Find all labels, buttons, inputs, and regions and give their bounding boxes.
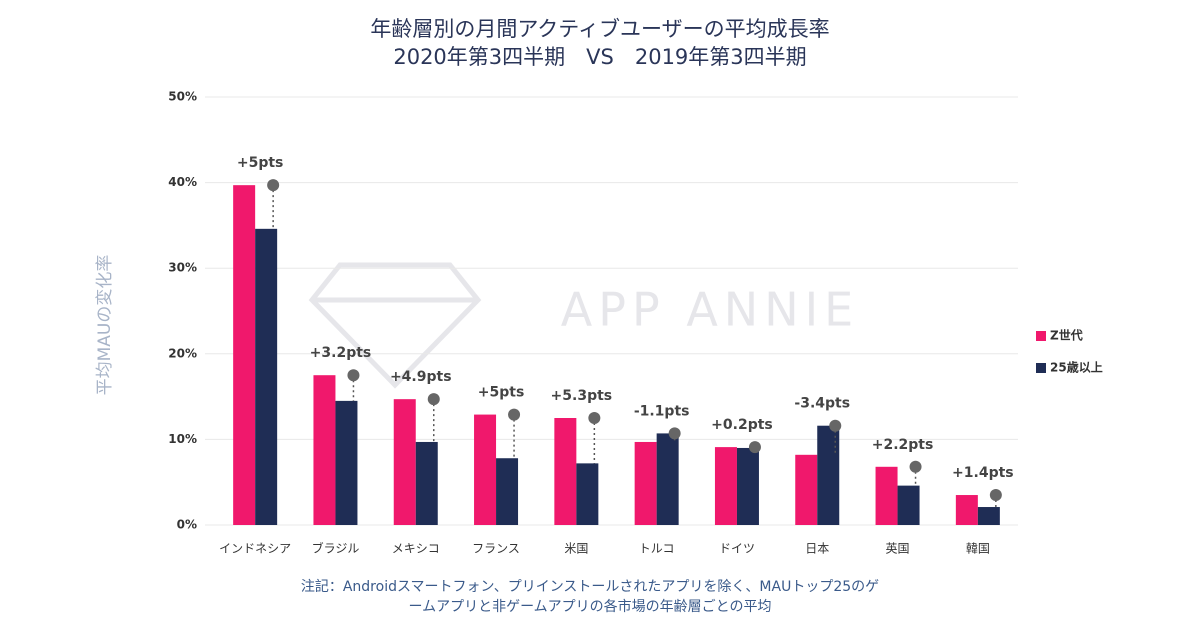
- gap-dot: [829, 419, 842, 432]
- x-tick-label: 英国: [886, 542, 910, 556]
- annotation: +2.2pts: [872, 437, 934, 453]
- annotation: +1.4pts: [952, 465, 1014, 481]
- gap-dot: [989, 489, 1002, 502]
- bar: [474, 414, 497, 525]
- annotation: +3.2pts: [310, 345, 372, 361]
- y-tick-label: 10%: [168, 432, 197, 446]
- annotation: +4.9pts: [390, 369, 452, 385]
- gap-dot: [748, 441, 761, 454]
- bar: [977, 507, 1000, 525]
- note: 注記：Androidスマートフォン、プリインストールされたアプリを除く、MAUト…: [301, 578, 879, 595]
- y-tick-label: 50%: [168, 90, 197, 104]
- x-tick-label: メキシコ: [392, 542, 440, 556]
- annotation: +5pts: [237, 155, 284, 171]
- bar: [496, 458, 519, 525]
- bar: [634, 441, 657, 525]
- gap-dot: [267, 179, 280, 192]
- bar: [656, 433, 679, 525]
- gap-dot: [909, 460, 922, 473]
- bar: [955, 495, 978, 525]
- annotation: +5.3pts: [551, 388, 613, 404]
- bar: [897, 485, 920, 525]
- y-tick-label: 30%: [168, 261, 197, 275]
- gap-dot: [588, 412, 601, 424]
- annotation: -1.1pts: [634, 403, 690, 419]
- legend-swatch: [1036, 363, 1046, 373]
- x-tick-label: トルコ: [639, 542, 675, 556]
- bar: [415, 441, 438, 525]
- bar: [714, 447, 737, 525]
- bar: [736, 447, 759, 525]
- annotation: +0.2pts: [711, 417, 773, 433]
- legend-label: 25歳以上: [1050, 360, 1103, 375]
- x-tick-label: 韓国: [966, 542, 990, 556]
- gap-dot: [427, 393, 440, 406]
- bar: [795, 454, 818, 525]
- x-tick-label: ブラジル: [312, 541, 360, 556]
- y-tick-label: 0%: [177, 518, 197, 532]
- chart-title: 2020年第3四半期 VS 2019年第3四半期: [393, 45, 806, 69]
- y-tick-label: 20%: [168, 346, 197, 360]
- note: ームアプリと非ゲームアプリの各市場の年齢層ごとの平均: [408, 598, 771, 615]
- bar: [875, 466, 898, 525]
- x-tick-label: 米国: [564, 542, 588, 556]
- watermark: APP ANNIE: [561, 283, 860, 337]
- annotation: +5pts: [478, 385, 525, 401]
- bar: [255, 228, 278, 525]
- bar: [233, 185, 256, 525]
- legend-label: Z世代: [1050, 328, 1083, 343]
- bar: [576, 463, 599, 525]
- watermark-logo: [308, 262, 482, 389]
- x-tick-label: インドネシア: [219, 542, 291, 556]
- gap-dot: [508, 408, 521, 421]
- chart-title: 年齢層別の月間アクティブユーザーの平均成長率: [370, 17, 829, 41]
- x-tick-label: フランス: [472, 542, 520, 556]
- bar: [313, 375, 336, 525]
- bar: [554, 418, 577, 525]
- legend-swatch: [1036, 331, 1046, 341]
- annotation: -3.4pts: [794, 396, 850, 412]
- x-tick-label: ドイツ: [719, 542, 755, 556]
- bar: [393, 399, 416, 525]
- y-tick-label: 40%: [168, 175, 197, 189]
- x-tick-label: 日本: [805, 542, 829, 556]
- bar: [335, 400, 358, 525]
- bar: [817, 425, 840, 525]
- y-axis-label: 平均MAUの変化率: [95, 255, 115, 396]
- gap-dot: [668, 427, 681, 440]
- gap-dot: [347, 369, 360, 382]
